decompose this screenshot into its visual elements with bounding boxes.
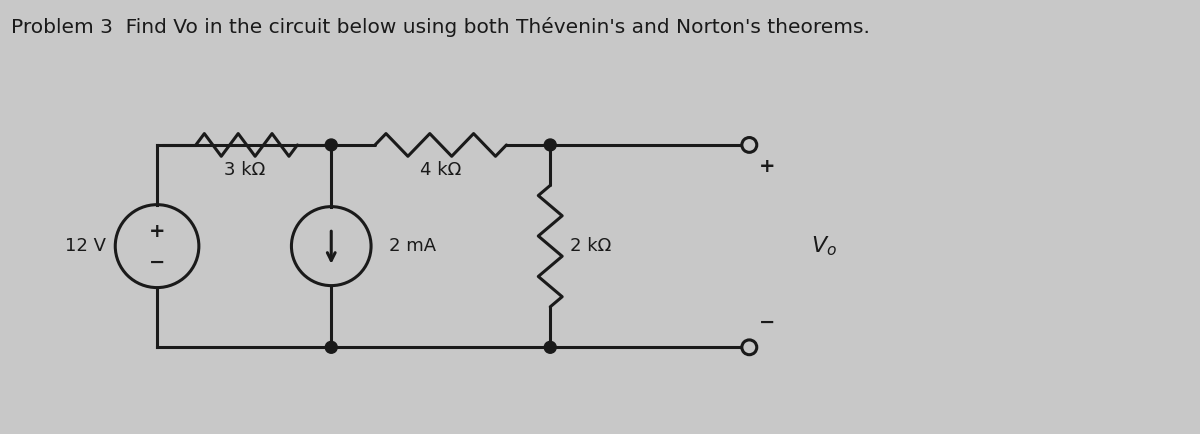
Circle shape	[742, 340, 757, 355]
Circle shape	[325, 139, 337, 151]
Text: 2 mA: 2 mA	[389, 237, 436, 255]
Circle shape	[545, 139, 557, 151]
Text: −: −	[760, 313, 775, 332]
Circle shape	[742, 138, 757, 152]
Text: 3 kΩ: 3 kΩ	[223, 161, 265, 179]
Text: 12 V: 12 V	[65, 237, 106, 255]
Text: −: −	[149, 253, 166, 271]
Text: 4 kΩ: 4 kΩ	[420, 161, 461, 179]
Text: 2 kΩ: 2 kΩ	[570, 237, 611, 255]
Circle shape	[325, 342, 337, 353]
Text: +: +	[758, 157, 775, 176]
Text: Problem 3  Find Vo in the circuit below using both Thévenin's and Norton's theor: Problem 3 Find Vo in the circuit below u…	[11, 16, 870, 36]
Circle shape	[545, 342, 557, 353]
Text: $V_o$: $V_o$	[811, 234, 836, 258]
Text: +: +	[149, 222, 166, 241]
